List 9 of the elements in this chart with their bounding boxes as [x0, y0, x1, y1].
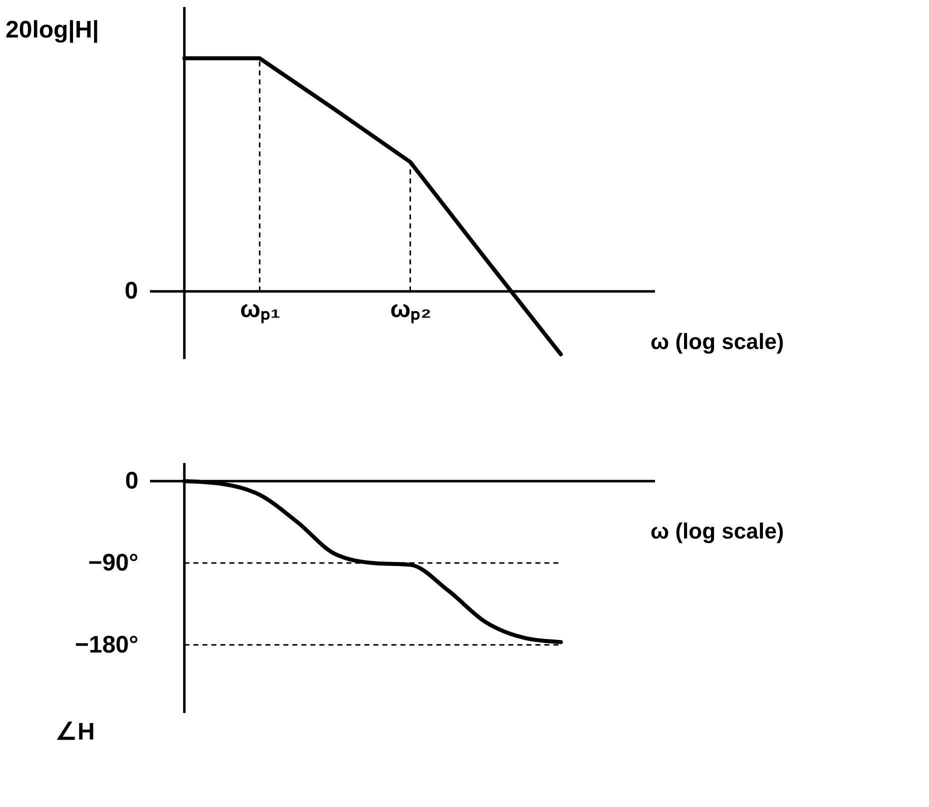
y-tick-label: −180°	[74, 631, 138, 658]
y-axis-title: ∠H	[56, 718, 95, 746]
x-axis-title: ω (log scale)	[650, 518, 784, 544]
y-tick-label: −90°	[88, 550, 138, 576]
y-axis-title: 20log|H|	[6, 16, 99, 44]
x-axis-title: ω (log scale)	[650, 328, 784, 354]
x-tick-label: ωₚ₂	[390, 296, 432, 324]
x-tick-label: ωₚ₁	[240, 296, 280, 324]
y-tick-label: 0	[125, 468, 138, 495]
